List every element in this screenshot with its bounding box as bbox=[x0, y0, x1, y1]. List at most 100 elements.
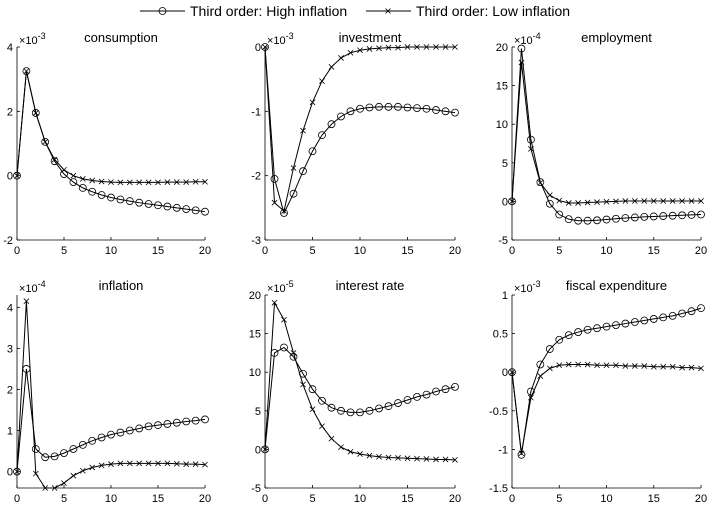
x-tick-label: 5 bbox=[556, 245, 562, 257]
x-tick-label: 10 bbox=[600, 493, 612, 505]
data-point-circle bbox=[649, 315, 658, 323]
y-tick-label: 10 bbox=[249, 367, 261, 379]
data-point-circle bbox=[280, 343, 288, 352]
data-point-cross bbox=[42, 139, 49, 145]
axis-exponent: -3 bbox=[286, 31, 294, 41]
data-point-circle bbox=[394, 102, 402, 111]
data-point-cross bbox=[357, 47, 363, 54]
data-point-cross bbox=[319, 423, 325, 430]
data-point-cross bbox=[385, 454, 392, 461]
subplot-title: interest rate bbox=[336, 278, 405, 293]
y-tick-label: 0 bbox=[502, 367, 508, 379]
data-point-circle bbox=[668, 211, 677, 220]
y-tick-label: 2 bbox=[7, 384, 13, 396]
data-point-circle bbox=[107, 430, 115, 439]
x-tick-label: 0 bbox=[509, 493, 515, 505]
data-point-circle bbox=[384, 102, 393, 111]
data-point-cross bbox=[79, 467, 86, 474]
data-point-cross bbox=[423, 44, 430, 50]
data-point-circle bbox=[116, 195, 125, 204]
data-point-circle bbox=[182, 417, 191, 426]
data-point-cross bbox=[404, 44, 411, 50]
data-point-circle bbox=[135, 424, 144, 433]
data-point-circle bbox=[299, 167, 307, 176]
data-point-cross bbox=[164, 179, 171, 185]
x-tick-label: 15 bbox=[401, 245, 413, 257]
x-tick-label: 5 bbox=[556, 493, 562, 505]
data-point-circle bbox=[527, 387, 535, 396]
data-point-cross bbox=[155, 460, 161, 467]
axis-multiplier: ×10-3 bbox=[19, 31, 46, 47]
x-tick-label: 20 bbox=[199, 493, 211, 505]
data-point-cross bbox=[117, 460, 124, 467]
data-point-circle bbox=[163, 202, 172, 211]
data-point-circle bbox=[365, 103, 374, 112]
x-tick-label: 20 bbox=[449, 493, 461, 505]
x-tick-label: 5 bbox=[61, 245, 67, 257]
data-point-circle bbox=[612, 214, 620, 223]
x-tick-label: 15 bbox=[648, 245, 660, 257]
y-tick-label: 5 bbox=[255, 406, 261, 418]
data-point-circle bbox=[612, 321, 620, 330]
series-line bbox=[16, 368, 206, 472]
data-point-cross bbox=[328, 435, 335, 442]
data-point-cross bbox=[319, 78, 325, 84]
data-point-circle bbox=[413, 104, 421, 113]
data-point-cross bbox=[414, 44, 420, 50]
data-point-cross bbox=[688, 198, 695, 204]
data-point-cross bbox=[14, 172, 20, 179]
data-point-circle bbox=[337, 406, 345, 415]
data-point-cross bbox=[669, 363, 676, 370]
data-point-circle bbox=[116, 428, 125, 437]
data-point-cross bbox=[328, 64, 335, 70]
data-point-circle bbox=[640, 316, 649, 325]
x-tick-label: 15 bbox=[152, 245, 164, 257]
axis-multiplier: ×10-3 bbox=[267, 31, 294, 47]
y-tick-label: -1.5 bbox=[489, 483, 508, 495]
data-point-circle bbox=[69, 445, 78, 453]
data-point-circle bbox=[50, 452, 59, 461]
data-point-circle bbox=[593, 216, 601, 225]
data-point-circle bbox=[640, 212, 649, 221]
data-point-cross bbox=[509, 198, 515, 205]
data-point-circle bbox=[545, 199, 554, 208]
x-tick-label: 20 bbox=[449, 245, 461, 257]
data-point-cross bbox=[518, 59, 525, 66]
data-point-cross bbox=[98, 462, 105, 469]
data-point-cross bbox=[546, 365, 553, 372]
y-tick-label: 15 bbox=[496, 81, 508, 93]
data-point-cross bbox=[442, 44, 449, 50]
data-point-cross bbox=[271, 299, 278, 306]
x-tick-label: 5 bbox=[309, 245, 315, 257]
data-point-circle bbox=[78, 440, 87, 449]
data-point-circle bbox=[451, 382, 459, 391]
data-point-cross bbox=[669, 198, 676, 204]
data-point-circle bbox=[78, 183, 87, 192]
data-point-cross bbox=[688, 364, 695, 371]
data-point-cross bbox=[414, 455, 420, 462]
data-point-cross bbox=[300, 381, 306, 388]
data-point-cross bbox=[23, 298, 30, 305]
data-point-circle bbox=[574, 328, 583, 336]
y-tick-label: 1 bbox=[7, 426, 13, 438]
x-tick-label: 0 bbox=[262, 493, 268, 505]
y-tick-label: -1 bbox=[498, 444, 508, 456]
data-point-circle bbox=[144, 422, 153, 431]
series-line bbox=[16, 71, 205, 183]
subplot-title: investment bbox=[339, 30, 402, 45]
data-point-circle bbox=[432, 387, 440, 396]
subplot-title: employment bbox=[581, 30, 652, 45]
data-point-circle bbox=[555, 210, 564, 219]
data-point-circle bbox=[318, 396, 326, 405]
x-tick-label: 10 bbox=[105, 245, 117, 257]
axis-multiplier: ×10-3 bbox=[514, 279, 541, 295]
data-point-cross bbox=[79, 176, 86, 182]
data-point-cross bbox=[281, 208, 287, 214]
data-point-cross bbox=[433, 44, 439, 50]
data-point-cross bbox=[584, 361, 591, 368]
legend-high-label: Third order: High inflation bbox=[190, 3, 347, 19]
data-point-cross bbox=[613, 362, 619, 369]
data-point-circle bbox=[125, 197, 134, 205]
data-point-circle bbox=[602, 215, 611, 224]
data-point-cross bbox=[145, 460, 152, 467]
